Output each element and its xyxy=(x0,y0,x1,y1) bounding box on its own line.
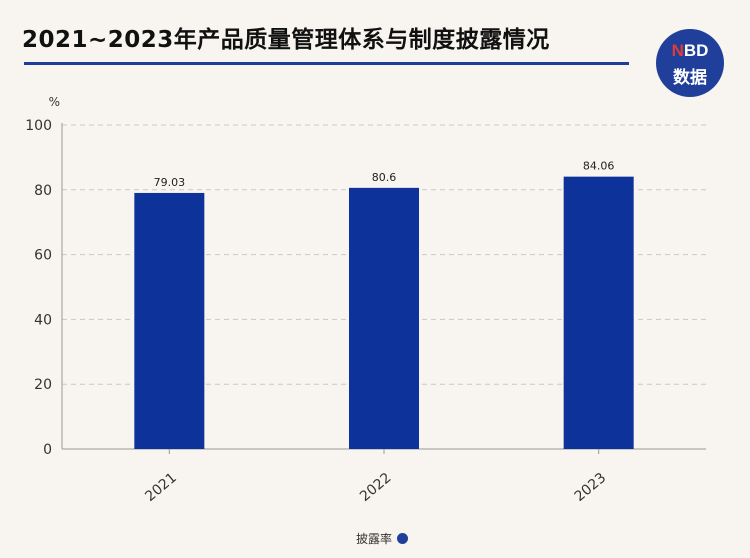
data-label: 80.6 xyxy=(372,171,397,184)
x-tick-label: 2023 xyxy=(572,470,610,505)
y-tick-label: 60 xyxy=(34,248,52,264)
y-tick-label: 20 xyxy=(34,377,52,393)
title-underline xyxy=(24,62,629,65)
legend-swatch xyxy=(397,533,409,544)
legend: 披露率 xyxy=(356,530,409,547)
bar xyxy=(349,187,419,449)
y-tick-label: 40 xyxy=(34,312,52,328)
nbd-logo: NBD 数据 xyxy=(656,29,724,97)
logo-letters-bd: BD xyxy=(683,41,709,60)
data-label: 84.06 xyxy=(583,160,615,173)
logo-label: 数据 xyxy=(673,68,707,88)
logo-letter-n: N xyxy=(671,41,684,60)
x-tick-label: 2021 xyxy=(142,470,180,505)
x-tick-label: 2022 xyxy=(357,470,395,505)
y-tick-label: 80 xyxy=(34,183,52,199)
bar xyxy=(134,192,205,449)
y-axis-unit: % xyxy=(49,95,60,109)
y-tick-label: 0 xyxy=(43,442,52,458)
chart-title: 2021~2023年产品质量管理体系与制度披露情况 xyxy=(22,27,550,53)
y-tick-label: 100 xyxy=(25,118,52,134)
data-label: 79.03 xyxy=(154,176,186,189)
legend-label: 披露率 xyxy=(356,532,393,546)
bar xyxy=(563,176,634,449)
